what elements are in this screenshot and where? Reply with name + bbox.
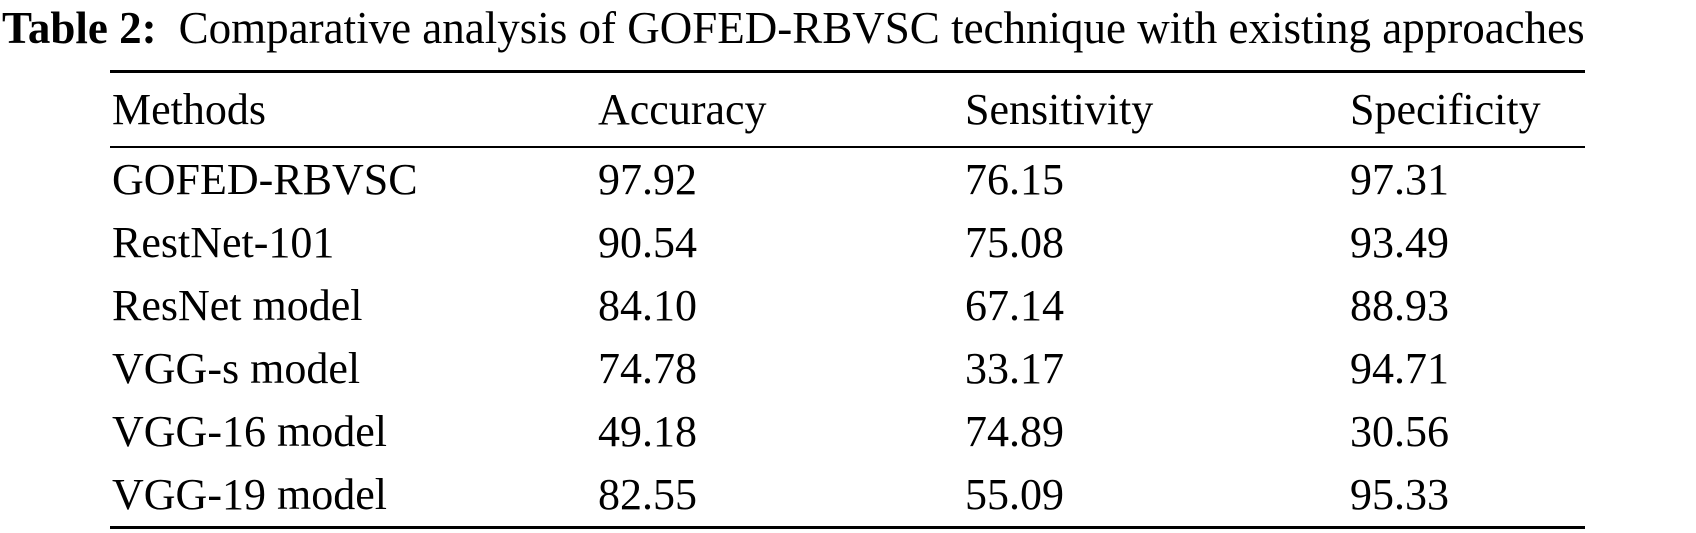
accuracy-cell: 74.78 [598, 344, 697, 393]
accuracy-cell: 84.10 [598, 281, 697, 330]
method-cell: VGG-s model [112, 344, 361, 393]
table-caption: Table 2: Comparative analysis of GOFED-RB… [2, 0, 1585, 56]
specificity-cell: 93.49 [1350, 218, 1449, 267]
sensitivity-cell: 55.09 [965, 470, 1064, 519]
column-header-methods: Methods [110, 71, 598, 148]
table-row: RestNet-101 90.54 75.08 93.49 [110, 211, 1585, 274]
sensitivity-cell: 76.15 [965, 155, 1064, 204]
accuracy-cell: 49.18 [598, 407, 697, 456]
specificity-cell: 97.31 [1350, 155, 1449, 204]
caption-label: Table 2: [2, 3, 157, 53]
table-header: Methods Accuracy Sensitivity Specificity [110, 71, 1585, 148]
table-row: VGG-16 model 49.18 74.89 30.56 [110, 400, 1585, 463]
method-cell: ResNet model [112, 281, 363, 330]
column-header-accuracy: Accuracy [598, 71, 965, 148]
table-body: GOFED-RBVSC 97.92 76.15 97.31 RestNet-101 90.… [110, 147, 1585, 528]
column-header-sensitivity: Sensitivity [965, 71, 1350, 148]
accuracy-cell: 97.92 [598, 155, 697, 204]
column-header-specificity: Specificity [1350, 71, 1585, 148]
table-row: GOFED-RBVSC 97.92 76.15 97.31 [110, 147, 1585, 211]
method-cell: VGG-16 model [112, 407, 387, 456]
comparison-table: Methods Accuracy Sensitivity Specificity… [110, 70, 1585, 529]
caption-text: Comparative analysis of GOFED-RBVSC tech… [178, 3, 1585, 53]
specificity-cell: 95.33 [1350, 470, 1449, 519]
accuracy-cell: 90.54 [598, 218, 697, 267]
sensitivity-cell: 67.14 [965, 281, 1064, 330]
table-row: VGG-19 model 82.55 55.09 95.33 [110, 463, 1585, 528]
accuracy-cell: 82.55 [598, 470, 697, 519]
specificity-cell: 94.71 [1350, 344, 1449, 393]
method-cell: RestNet-101 [112, 218, 335, 267]
method-cell: VGG-19 model [112, 470, 387, 519]
header-row: Methods Accuracy Sensitivity Specificity [110, 71, 1585, 148]
specificity-cell: 30.56 [1350, 407, 1449, 456]
table-row: VGG-s model 74.78 33.17 94.71 [110, 337, 1585, 400]
method-cell: GOFED-RBVSC [112, 155, 418, 204]
sensitivity-cell: 74.89 [965, 407, 1064, 456]
specificity-cell: 88.93 [1350, 281, 1449, 330]
table-row: ResNet model 84.10 67.14 88.93 [110, 274, 1585, 337]
sensitivity-cell: 75.08 [965, 218, 1064, 267]
sensitivity-cell: 33.17 [965, 344, 1064, 393]
